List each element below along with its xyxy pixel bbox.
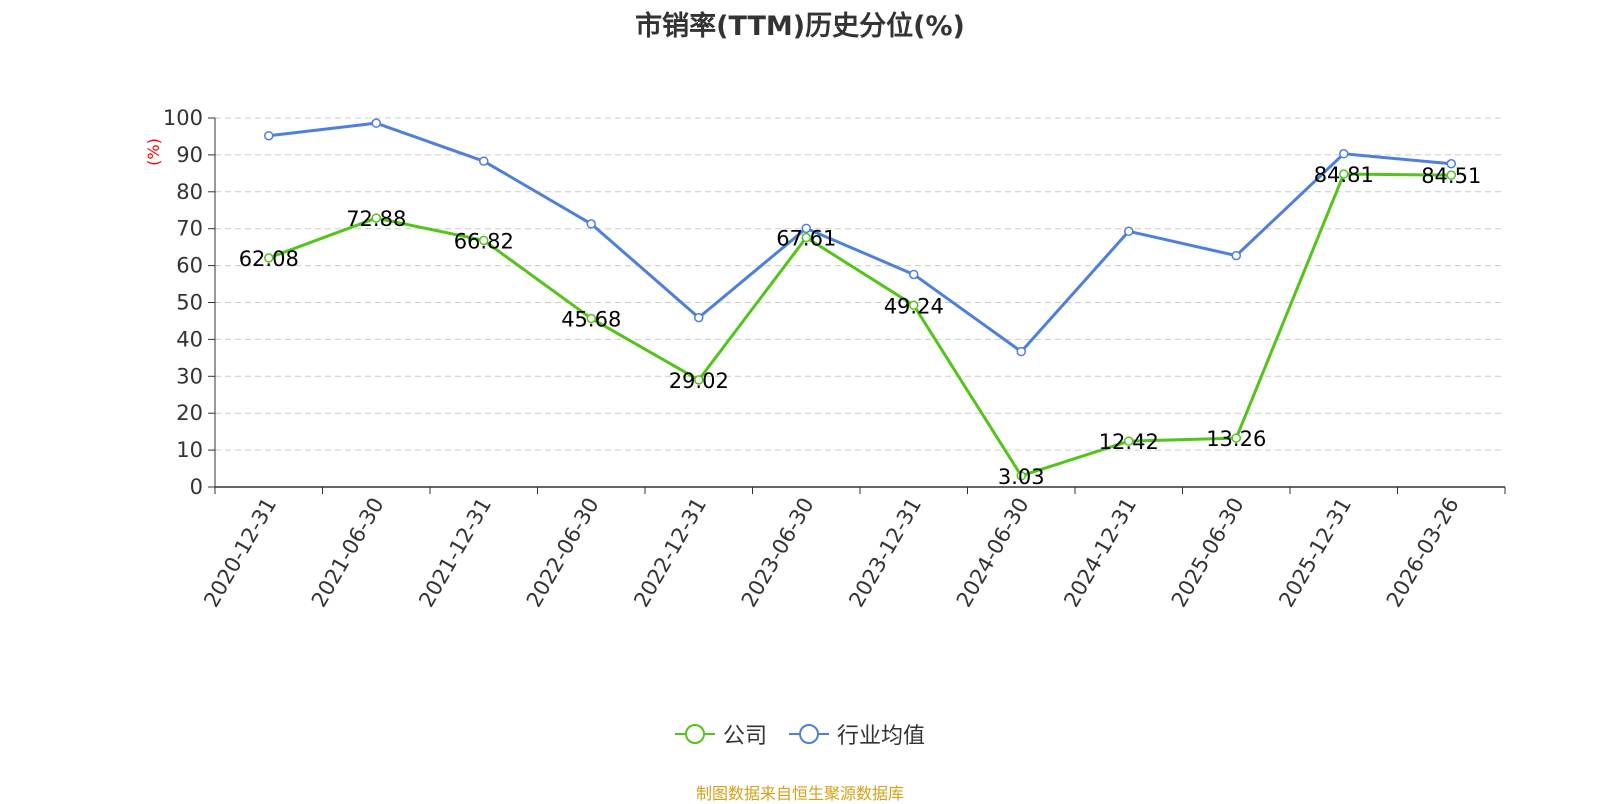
industry-data-point — [1231, 250, 1241, 261]
x-tick-label: 2020-12-31 — [199, 494, 281, 612]
company-data-label: 49.24 — [884, 294, 944, 318]
industry-data-point — [694, 312, 704, 323]
industry-data-point — [909, 269, 919, 280]
company-data-point — [1446, 170, 1456, 180]
legend-item-industry-avg[interactable]: 行业均值 — [789, 718, 925, 750]
company-data-label: 3.03 — [998, 465, 1045, 489]
legend-company-line-icon — [674, 724, 715, 744]
y-tick-label: 70 — [176, 217, 203, 241]
y-tick-label: 20 — [176, 401, 203, 425]
company-data-point — [586, 313, 596, 324]
industry-data-point — [1446, 159, 1456, 169]
x-tick-label: 2023-06-30 — [737, 494, 819, 612]
x-tick-label: 2025-12-31 — [1274, 494, 1356, 612]
y-tick-label: 0 — [190, 475, 203, 499]
company-data-point — [479, 235, 489, 246]
industry-data-point — [1124, 226, 1134, 237]
y-tick-label: 50 — [176, 291, 203, 315]
company-data-label: 62.08 — [239, 247, 299, 271]
x-tick-label: 2023-12-31 — [844, 494, 926, 612]
y-axis-label: (%) — [144, 138, 163, 166]
y-tick-label: 40 — [176, 327, 203, 351]
company-data-label: 67.61 — [776, 227, 836, 251]
data-points — [264, 118, 1456, 481]
company-data-point — [1339, 169, 1349, 179]
company-data-label: 84.81 — [1314, 163, 1374, 187]
company-data-point — [1124, 436, 1134, 446]
chart-title: 市销率(TTM)历史分位(%) — [635, 11, 965, 42]
data-labels: 62.08 72.88 66.82 45.68 29.02 67.61 49.24 3.03 1… — [239, 163, 1482, 489]
series-lines — [268, 121, 1452, 478]
axes: 0 10 20 30 40 50 60 70 80 90 100(%) 2020-12-31 2021-… — [144, 106, 1506, 612]
y-tick-label: 30 — [176, 364, 203, 388]
company-data-label: 45.68 — [561, 307, 621, 331]
industry-data-point — [371, 118, 381, 128]
company-data-point — [371, 213, 381, 223]
x-tick-label: 2026-03-26 — [1382, 494, 1464, 612]
x-tick-label: 2022-06-30 — [522, 494, 604, 612]
company-data-label: 29.02 — [669, 369, 729, 393]
industry-data-point — [479, 156, 489, 166]
y-tick-label: 90 — [176, 143, 203, 167]
x-tick-label: 2022-12-31 — [629, 494, 711, 612]
y-tick-label: 10 — [176, 438, 203, 462]
industry-data-point — [1016, 346, 1026, 357]
industry-data-point — [1339, 149, 1349, 159]
x-tick-label: 2021-12-31 — [414, 494, 496, 612]
industry-data-point — [586, 219, 596, 229]
company-series-line — [268, 172, 1452, 478]
company-data-point — [1231, 433, 1241, 443]
legend-industry-line-icon — [789, 724, 829, 744]
y-tick-label: 100 — [163, 106, 203, 130]
industry-data-point — [801, 223, 811, 234]
x-tick-label: 2024-06-30 — [952, 494, 1034, 612]
grid-lines — [215, 117, 1505, 451]
company-data-label: 66.82 — [454, 229, 514, 253]
legend: 公司 行业均值 — [0, 718, 1600, 750]
legend-company-label: 公司 — [722, 724, 767, 749]
company-data-label: 84.51 — [1421, 164, 1481, 188]
x-tick-label: 2021-06-30 — [307, 494, 389, 612]
company-data-label: 12.42 — [1099, 430, 1159, 454]
company-data-point — [909, 300, 919, 311]
legend-item-company[interactable]: 公司 — [674, 718, 767, 750]
industry-data-point — [264, 130, 274, 141]
company-data-point — [264, 253, 274, 263]
y-tick-label: 60 — [176, 254, 203, 278]
legend-industry-label: 行业均值 — [837, 724, 926, 749]
company-data-point — [801, 232, 811, 243]
x-tick-label: 2024-12-31 — [1059, 494, 1141, 612]
company-data-label: 13.26 — [1206, 427, 1266, 451]
y-tick-label: 80 — [176, 180, 203, 204]
company-data-point — [1016, 471, 1026, 481]
industry-series-line — [268, 121, 1452, 354]
source-footer: 制图数据来自恒生聚源数据库 — [695, 784, 904, 803]
company-data-label: 72.88 — [346, 207, 406, 231]
company-data-point — [694, 375, 704, 385]
x-tick-label: 2025-06-30 — [1167, 494, 1249, 612]
